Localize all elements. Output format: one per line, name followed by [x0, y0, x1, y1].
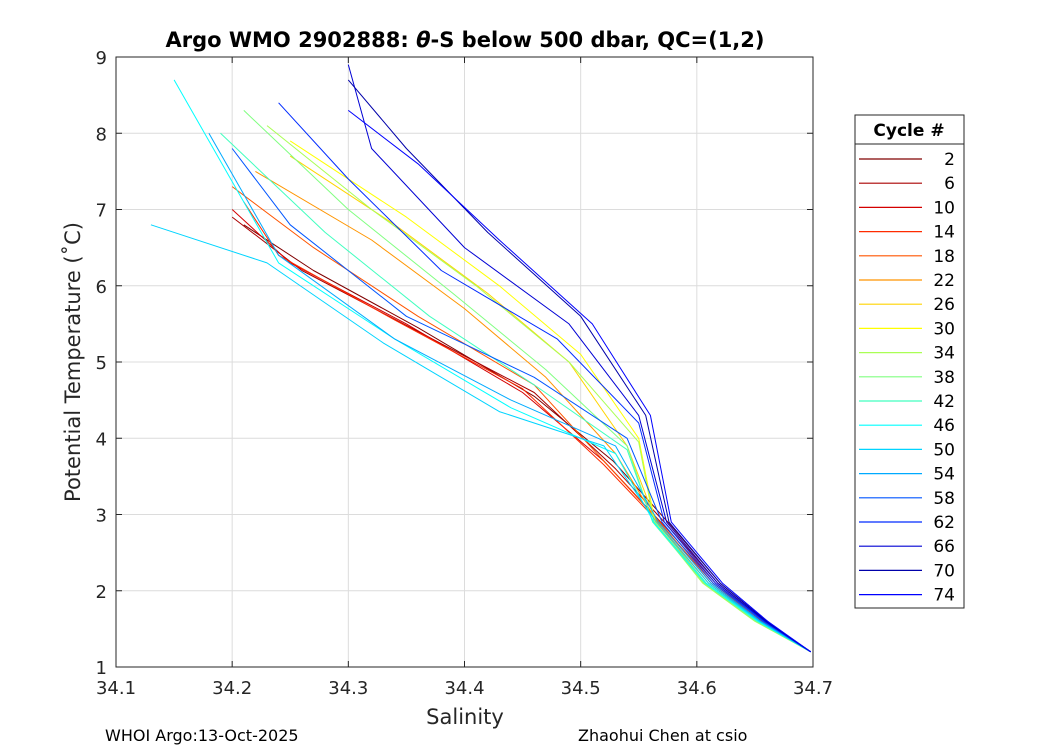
series-line-cycle-62	[278, 102, 811, 653]
footer-author: Zhaohui Chen at csio	[578, 726, 748, 745]
chart-title: Argo WMO 2902888: θ-S below 500 dbar, QC…	[165, 28, 764, 52]
x-tick-label: 34.1	[96, 678, 136, 699]
legend-label-cycle-2: 2	[944, 150, 955, 170]
series-line-cycle-42	[220, 132, 811, 653]
legend-label-cycle-6: 6	[944, 174, 955, 194]
series-line-cycle-54	[208, 133, 811, 653]
legend-label-cycle-54: 54	[933, 465, 955, 485]
series-layer	[150, 64, 811, 653]
y-tick-label: 3	[96, 506, 107, 527]
legend-label-cycle-18: 18	[933, 247, 955, 267]
footer-source: WHOI Argo:13-Oct-2025	[105, 726, 299, 745]
legend-label-cycle-26: 26	[933, 295, 955, 315]
grid-lines	[115, 56, 814, 668]
series-line-cycle-26	[289, 155, 811, 653]
y-tick-label: 6	[96, 277, 107, 298]
legend-label-cycle-14: 14	[933, 223, 955, 243]
x-tick-label: 34.7	[793, 678, 833, 699]
series-line-cycle-38	[243, 110, 811, 653]
legend-label-cycle-46: 46	[933, 416, 955, 436]
y-tick-label: 2	[96, 582, 107, 603]
legend-label-cycle-38: 38	[933, 368, 955, 388]
x-tick-label: 34.6	[677, 678, 717, 699]
series-line-cycle-46	[173, 79, 811, 653]
series-line-cycle-50	[150, 224, 811, 653]
x-tick-label: 34.3	[328, 678, 368, 699]
y-tick-label: 5	[96, 353, 107, 374]
x-tick-label: 34.4	[444, 678, 484, 699]
x-tick-label: 34.5	[561, 678, 601, 699]
x-axis-label: Salinity	[426, 705, 504, 729]
legend-label-cycle-74: 74	[933, 586, 955, 606]
y-axis-label: Potential Temperature (˚C)	[61, 222, 85, 502]
y-tick-label: 8	[96, 124, 107, 145]
y-tick-label: 7	[96, 201, 107, 222]
legend-label-cycle-62: 62	[933, 513, 955, 533]
legend-label-cycle-70: 70	[933, 561, 955, 581]
legend-label-cycle-22: 22	[933, 271, 955, 291]
series-line-cycle-74	[347, 110, 811, 653]
series-line-cycle-14	[243, 201, 811, 653]
series-line-cycle-58	[231, 148, 811, 653]
legend-box	[854, 114, 965, 609]
legend: Cycle # 26101418222630343842465054586266…	[854, 114, 965, 609]
series-line-cycle-34	[266, 125, 811, 653]
legend-label-cycle-50: 50	[933, 440, 955, 460]
legend-label-cycle-66: 66	[933, 537, 955, 557]
legend-label-cycle-42: 42	[933, 392, 955, 412]
y-tick-label: 4	[96, 429, 107, 450]
legend-label-cycle-34: 34	[933, 344, 955, 364]
series-line-cycle-70	[347, 79, 811, 653]
legend-label-cycle-10: 10	[933, 198, 955, 218]
x-tick-label: 34.2	[212, 678, 252, 699]
legend-label-cycle-58: 58	[933, 489, 955, 509]
legend-title: Cycle #	[873, 121, 944, 141]
legend-label-cycle-30: 30	[933, 319, 955, 339]
ticks: 34.1 34.2 34.3 34.4 34.5 34.6 34.7 1 2 3 4 5 6 7 8 9	[96, 48, 833, 699]
y-tick-label: 1	[96, 658, 107, 679]
series-line-cycle-10	[231, 209, 811, 653]
y-tick-label: 9	[96, 48, 107, 69]
series-line-cycle-66	[347, 64, 811, 653]
